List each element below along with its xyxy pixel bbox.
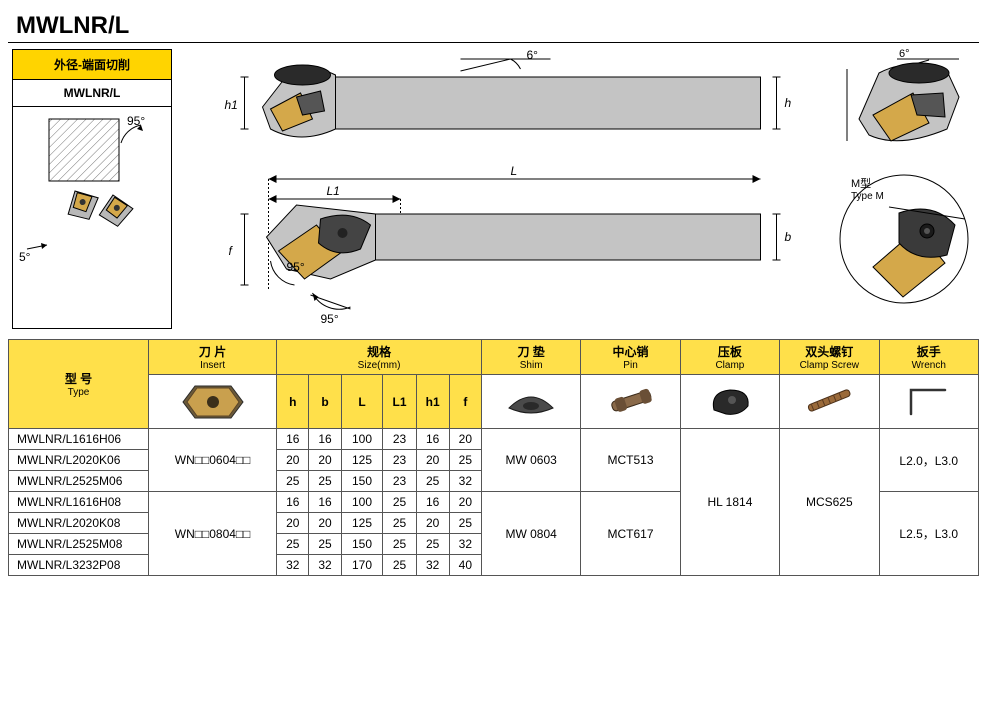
cell-shim: MW 0804 xyxy=(481,492,580,576)
info-box: 外径-端面切削 MWLNR/L 95° xyxy=(12,49,172,329)
technical-drawings: 6° h1 h L xyxy=(184,49,817,329)
table-row: MWLNR/L1616H06 WN□□0604□□ 1616100231620 … xyxy=(9,429,979,450)
dim-L-label: L xyxy=(511,164,518,178)
cell-insert-code: WN□□0604□□ xyxy=(149,429,277,492)
cutting-angle-diagram: 95° 5° xyxy=(13,107,171,272)
angle-6-right-label: 6° xyxy=(899,49,910,60)
right-detail-views: 6° M型 Type M xyxy=(829,49,979,329)
pin-image xyxy=(581,375,680,429)
cell-wrench: L2.5，L3.0 xyxy=(879,492,979,576)
col-h: h xyxy=(277,375,309,429)
end-view-diagram: 6° xyxy=(829,49,979,149)
insert-image xyxy=(149,375,277,429)
title-rule xyxy=(8,42,979,43)
col-b: b xyxy=(309,375,341,429)
angle-95a-label: 95° xyxy=(287,260,305,274)
col-L1: L1 xyxy=(383,375,416,429)
dim-L1-label: L1 xyxy=(327,184,340,198)
shim-image xyxy=(481,375,580,429)
type-m-diagram: M型 Type M xyxy=(829,159,979,309)
page-title: MWLNR/L xyxy=(16,12,979,40)
upper-section: 外径-端面切削 MWLNR/L 95° xyxy=(8,49,979,329)
cell-insert-code: WN□□0804□□ xyxy=(149,492,277,576)
cell-shim: MW 0603 xyxy=(481,429,580,492)
svg-text:M型: M型 xyxy=(851,176,871,190)
wrench-image xyxy=(879,375,979,429)
angle-95b-label: 95° xyxy=(321,312,339,326)
screw-image xyxy=(780,375,879,429)
cell-screw: MCS625 xyxy=(780,429,879,576)
col-h1: h1 xyxy=(416,375,449,429)
spec-table: 型 号 Type 刀 片 Insert 规格 Size(mm) 刀 垫 Shim… xyxy=(8,339,979,576)
col-clamp: 压板 Clamp xyxy=(680,340,779,375)
col-screw: 双头螺钉 Clamp Screw xyxy=(780,340,879,375)
col-wrench: 扳手 Wrench xyxy=(879,340,979,375)
cell-clamp: HL 1814 xyxy=(680,429,779,576)
dim-f-label: f xyxy=(229,244,234,258)
svg-text:Type M: Type M xyxy=(851,191,884,202)
clamp-image xyxy=(680,375,779,429)
angle-95-label: 95° xyxy=(127,114,145,128)
info-box-category: 外径-端面切削 xyxy=(13,50,171,80)
angle-5-label: 5° xyxy=(19,250,31,264)
cell-pin: MCT513 xyxy=(581,429,680,492)
col-insert: 刀 片 Insert xyxy=(149,340,277,375)
dim-h1-label: h1 xyxy=(225,98,238,112)
col-L: L xyxy=(341,375,383,429)
dim-b-label: b xyxy=(785,230,792,244)
angle-6-label: 6° xyxy=(527,49,539,62)
cell-type: MWLNR/L1616H06 xyxy=(9,429,149,450)
col-shim: 刀 垫 Shim xyxy=(481,340,580,375)
dim-h-label: h xyxy=(785,96,792,110)
info-box-model: MWLNR/L xyxy=(13,80,171,107)
col-type: 型 号 Type xyxy=(9,340,149,429)
cell-wrench: L2.0，L3.0 xyxy=(879,429,979,492)
col-pin: 中心销 Pin xyxy=(581,340,680,375)
col-f2: f xyxy=(449,375,481,429)
col-size: 规格 Size(mm) xyxy=(277,340,482,375)
cell-pin: MCT617 xyxy=(581,492,680,576)
